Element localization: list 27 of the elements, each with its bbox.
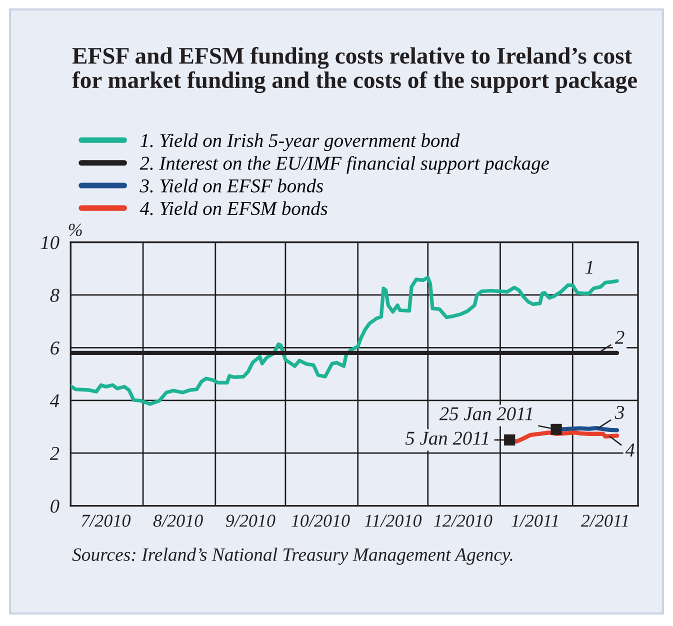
y-axis-title: %	[68, 224, 82, 236]
annotation: 4	[625, 444, 635, 456]
x-tick-label: 7/2010	[82, 514, 131, 527]
y-tick-label: 6	[50, 342, 60, 355]
legend-label: 1. Yield on Irish 5-year government bond	[140, 133, 460, 152]
source-note: Sources: Ireland’s National Treasury Management Agency.	[72, 548, 512, 565]
legend-label: 4. Yield on EFSM bonds	[140, 201, 328, 216]
x-tick-label: 1/2011	[512, 514, 558, 527]
annotation: 5 Jan 2011	[405, 432, 488, 445]
chart-title: EFSF and EFSM funding costs relative to Ireland’s cost for market funding and the costs of the support package	[72, 46, 638, 94]
x-tick-label: 2/2011	[580, 514, 628, 527]
legend-label: 2. Interest on the EU/IMF financial support package	[140, 156, 550, 174]
y-tick-label: 0	[50, 500, 60, 513]
annotation: 1	[585, 260, 592, 274]
annotation: 25 Jan 2011	[439, 407, 532, 420]
y-tick-label: 8	[50, 288, 60, 302]
x-tick-label: 12/2010	[434, 514, 492, 527]
y-tick-label: 4	[50, 394, 60, 408]
y-tick-label: 2	[50, 446, 60, 460]
x-tick-label: 11/2010	[364, 514, 422, 527]
legend-label: 3. Yield on EFSF bonds	[140, 178, 323, 193]
x-tick-label: 9/2010	[226, 514, 276, 527]
x-tick-label: 8/2010	[153, 514, 203, 527]
annotation: 2	[614, 330, 624, 344]
annotation: 3	[614, 406, 624, 420]
y-tick-label: 10	[40, 236, 60, 250]
x-tick-label: 10/2010	[292, 514, 350, 527]
